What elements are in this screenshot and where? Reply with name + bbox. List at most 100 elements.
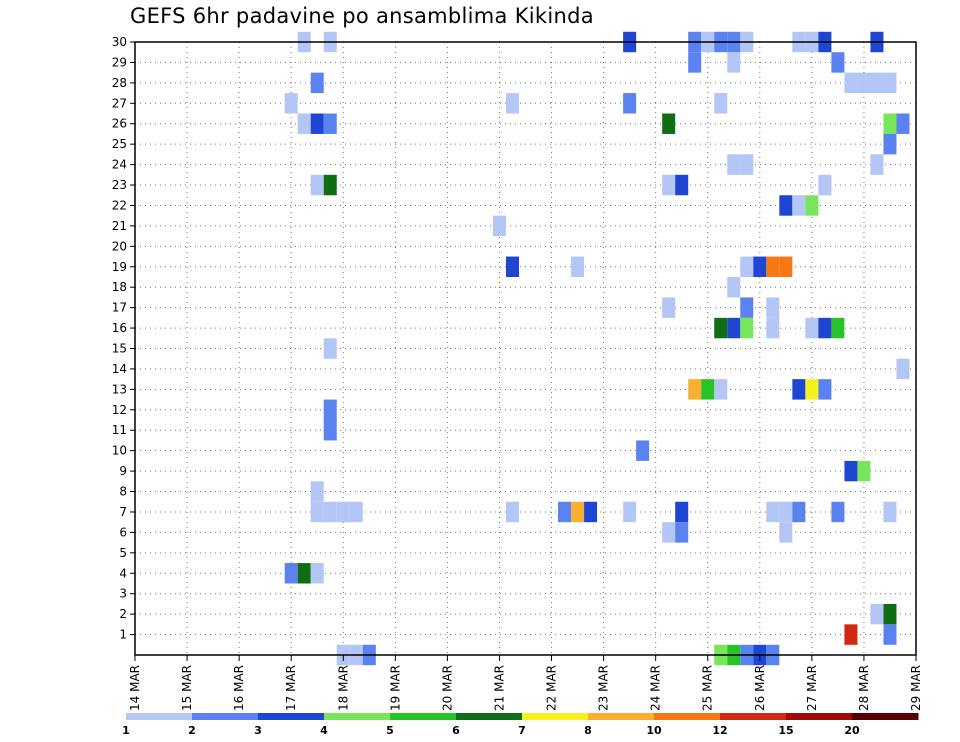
precip-cell [727, 52, 741, 73]
colorbar-segment [192, 713, 259, 720]
y-tick-label: 2 [119, 607, 127, 621]
y-tick-label: 14 [112, 362, 127, 376]
precip-cell [571, 256, 585, 277]
precip-cell [727, 317, 741, 339]
precip-cell [688, 379, 702, 400]
colorbar-segment [456, 713, 523, 720]
precip-cell [792, 379, 806, 400]
precip-cell [818, 317, 832, 339]
precip-cell [818, 174, 832, 196]
precip-cell [753, 256, 767, 277]
precip-cell [505, 93, 519, 114]
precip-cell [558, 501, 572, 523]
precip-cell [896, 113, 910, 134]
precip-cell [714, 379, 728, 400]
precip-cell [844, 460, 858, 482]
precip-cell [883, 113, 897, 134]
x-tick-label: 15 MAR [180, 665, 194, 711]
precip-cell [766, 317, 780, 339]
x-tick-label: 25 MAR [701, 665, 715, 711]
precip-cell [805, 195, 819, 216]
colorbar-label: 12 [712, 724, 727, 737]
colorbar-label: 1 [122, 724, 130, 737]
y-tick-label: 8 [119, 485, 127, 499]
precip-cell [571, 501, 585, 523]
colorbar-label: 15 [778, 724, 793, 737]
y-tick-label: 5 [119, 546, 127, 560]
precip-cell [896, 358, 910, 380]
x-tick-label: 18 MAR [336, 665, 350, 711]
precip-cell [805, 317, 819, 339]
colorbar-label: 10 [646, 724, 662, 737]
precip-cell [688, 52, 702, 73]
y-tick-label: 15 [112, 342, 127, 356]
x-tick-label: 17 MAR [284, 665, 298, 711]
precip-cell [766, 501, 780, 523]
precip-cell [323, 420, 337, 441]
precip-cell [505, 501, 519, 523]
precip-cell [297, 563, 311, 584]
colorbar-segment [258, 713, 325, 720]
precip-cell [310, 501, 324, 523]
colorbar-label: 2 [188, 724, 196, 737]
y-tick-label: 19 [112, 260, 127, 274]
precip-cell [675, 501, 689, 523]
precip-cell [818, 379, 832, 400]
precip-cell [831, 317, 845, 339]
y-tick-label: 7 [119, 505, 127, 519]
precip-cell [662, 174, 676, 196]
x-tick-label: 16 MAR [232, 665, 246, 711]
colorbar-segment [720, 713, 787, 720]
colorbar-segment [390, 713, 457, 720]
x-tick-label: 29 MAR [909, 665, 923, 711]
precip-cell [323, 338, 337, 359]
precip-cell [310, 72, 324, 94]
y-tick-label: 22 [112, 198, 127, 212]
colorbar-label: 8 [584, 724, 592, 737]
x-tick-label: 28 MAR [857, 665, 871, 711]
y-tick-label: 23 [112, 178, 127, 192]
grid-layer [135, 41, 916, 655]
precip-cell [505, 256, 519, 277]
precip-cell [870, 72, 884, 94]
precip-cell [323, 113, 337, 134]
precip-cell [779, 195, 793, 216]
precip-cell [623, 501, 637, 523]
precip-cell [831, 501, 845, 523]
x-tick-label: 24 MAR [649, 665, 663, 711]
precip-cell [636, 440, 650, 461]
y-tick-label: 9 [119, 464, 127, 478]
axis-layer: 1234567891011121314151617181920212223242… [112, 35, 923, 711]
precip-cell [883, 501, 897, 523]
precip-cell [792, 501, 806, 523]
colorbar-label: 3 [254, 724, 262, 737]
colorbar-segment [654, 713, 721, 720]
precip-cell [714, 317, 728, 339]
precip-cell [623, 93, 637, 114]
x-tick-label: 26 MAR [753, 665, 767, 711]
precip-cell [792, 195, 806, 216]
colorbar-label: 20 [844, 724, 860, 737]
precip-cell [727, 276, 741, 298]
precip-cell [740, 297, 754, 318]
precip-cell [297, 113, 311, 134]
precip-cell [727, 154, 741, 175]
precip-cell [675, 174, 689, 196]
precip-cell [870, 154, 884, 175]
precip-cell [492, 215, 506, 237]
precip-cell [662, 522, 676, 543]
precip-cell [740, 256, 754, 277]
precip-cell [701, 379, 715, 400]
colorbar-segment [588, 713, 655, 720]
x-tick-label: 20 MAR [440, 665, 454, 711]
chart-title: GEFS 6hr padavine po ansamblima Kikinda [130, 4, 594, 28]
colorbar-label: 5 [386, 724, 394, 737]
colorbar-segment [126, 713, 193, 720]
precip-cell [714, 93, 728, 114]
y-tick-label: 17 [112, 301, 127, 315]
colorbar: 1 2 3 4 5 6 7 8 10 12 15 20 [122, 713, 919, 737]
precip-cell [310, 174, 324, 196]
y-tick-label: 30 [112, 35, 127, 49]
precip-cell [310, 481, 324, 502]
